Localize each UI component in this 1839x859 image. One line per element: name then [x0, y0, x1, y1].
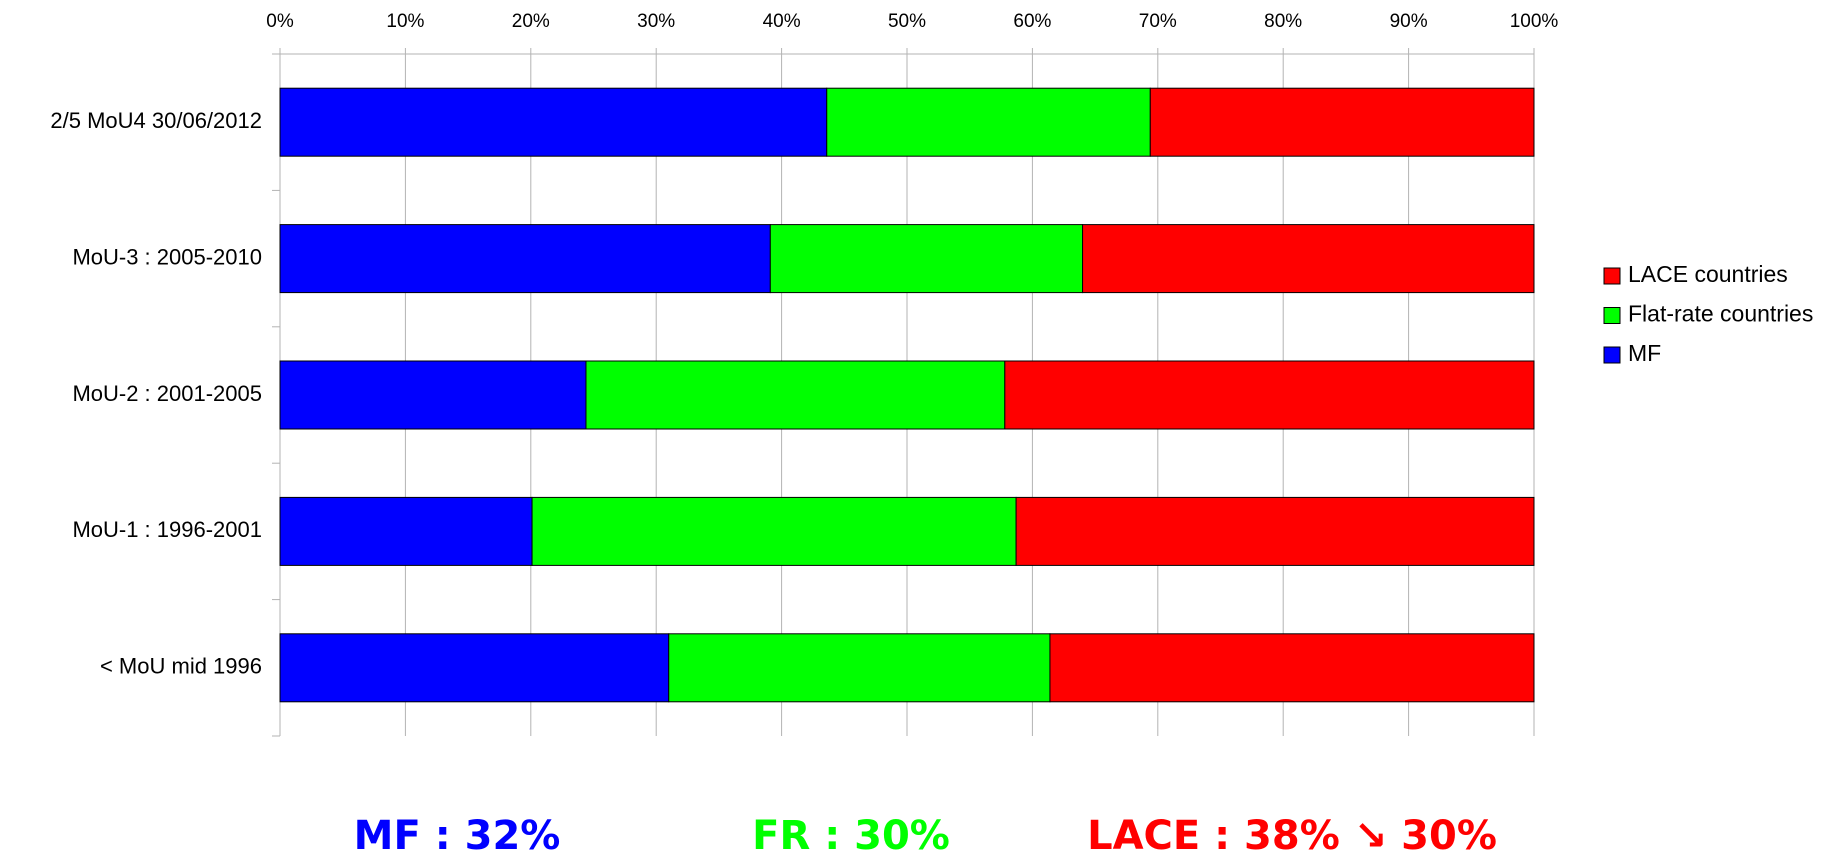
- legend-label: LACE countries: [1628, 261, 1788, 287]
- bar-segment: [1049, 633, 1535, 703]
- x-tick-label: 80%: [1264, 11, 1302, 32]
- bar-segment: [279, 224, 771, 294]
- bar-segment: [279, 87, 828, 157]
- x-tick-label: 70%: [1139, 11, 1177, 32]
- x-tick-label: 90%: [1390, 11, 1428, 32]
- y-tick-label: MoU-1 : 1996-2001: [72, 517, 262, 542]
- annotation: MF : 32%: [354, 813, 561, 859]
- bar-segment: [279, 496, 533, 566]
- x-tick-label: 10%: [386, 11, 424, 32]
- legend-label: Flat-rate countries: [1628, 301, 1813, 327]
- bar-segment: [279, 633, 670, 703]
- bar-segment: [769, 224, 1084, 294]
- x-tick-label: 60%: [1013, 11, 1051, 32]
- bar-segment: [1149, 87, 1535, 157]
- x-tick-label: 20%: [512, 11, 550, 32]
- y-tick-label: MoU-3 : 2005-2010: [72, 244, 262, 269]
- bar-segment: [1004, 360, 1535, 430]
- x-tick-label: 30%: [637, 11, 675, 32]
- y-tick-label: MoU-2 : 2001-2005: [72, 381, 262, 406]
- x-tick-label: 50%: [888, 11, 926, 32]
- bar-segment: [826, 87, 1151, 157]
- annotation: LACE : 38% ↘ 30%: [1087, 813, 1497, 859]
- bar-segment: [1015, 496, 1535, 566]
- x-tick-label: 40%: [763, 11, 801, 32]
- legend-swatch: [1603, 267, 1621, 285]
- legend-swatch: [1603, 307, 1621, 324]
- legend-label: MF: [1628, 340, 1661, 366]
- annotation: FR : 30%: [752, 813, 950, 859]
- bar-segment: [531, 496, 1017, 566]
- x-tick-label: 0%: [266, 11, 294, 32]
- x-tick-label: 100%: [1510, 11, 1559, 32]
- bar-segment: [585, 360, 1006, 430]
- legend-swatch: [1603, 346, 1621, 364]
- y-tick-label: 2/5 MoU4 30/06/2012: [50, 108, 262, 133]
- y-tick-label: < MoU mid 1996: [100, 654, 262, 679]
- bar-segment: [279, 360, 587, 430]
- bar-segment: [668, 633, 1051, 703]
- bar-segment: [1082, 224, 1535, 294]
